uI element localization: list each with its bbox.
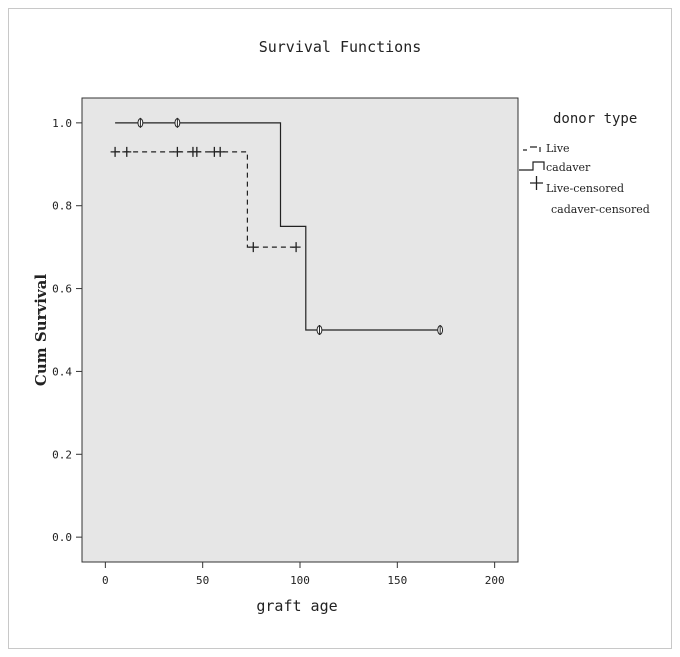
censor-mark-live bbox=[110, 146, 120, 157]
chart-title: Survival Functions bbox=[259, 38, 422, 56]
censor-mark-live bbox=[172, 146, 182, 157]
legend-entry-live-censored: Live-censored bbox=[546, 182, 624, 195]
censor-mark-live bbox=[215, 146, 225, 157]
y-axis: 0.0 0.2 0.4 0.6 0.8 1.0 bbox=[52, 117, 82, 544]
x-axis: 0 50 100 150 200 bbox=[102, 562, 505, 587]
y-tick-label: 0.8 bbox=[52, 200, 72, 213]
censor-mark-live bbox=[192, 146, 202, 157]
y-tick-label: 0.6 bbox=[52, 283, 72, 296]
survival-curves bbox=[110, 117, 444, 335]
censor-mark-live bbox=[122, 146, 132, 157]
y-tick-label: 1.0 bbox=[52, 117, 72, 130]
legend: donor type Live cadaver Live-censored ca… bbox=[519, 111, 650, 216]
censor-mark-live bbox=[248, 242, 258, 253]
y-tick-label: 0.0 bbox=[52, 531, 72, 544]
x-tick-label: 50 bbox=[196, 574, 209, 587]
legend-live-censored-swatch bbox=[530, 176, 543, 190]
censor-mark-live bbox=[291, 242, 301, 253]
x-tick-label: 100 bbox=[290, 574, 310, 587]
y-axis-label: Cum Survival bbox=[32, 274, 50, 386]
legend-cadaver-swatch bbox=[519, 161, 545, 171]
legend-live-swatch bbox=[523, 146, 541, 152]
legend-entry-live: Live bbox=[546, 142, 570, 155]
plot-area bbox=[81, 97, 519, 563]
y-tick-label: 0.2 bbox=[52, 448, 72, 461]
series-cadaver-line bbox=[115, 122, 441, 331]
legend-entry-cadaver: cadaver bbox=[546, 161, 591, 174]
legend-entry-cadaver-censored: cadaver-censored bbox=[551, 203, 650, 216]
x-tick-label: 150 bbox=[387, 574, 407, 587]
x-tick-label: 200 bbox=[485, 574, 505, 587]
x-axis-label: graft age bbox=[256, 597, 337, 615]
x-tick-label: 0 bbox=[102, 574, 109, 587]
y-tick-label: 0.4 bbox=[52, 365, 72, 378]
legend-title: donor type bbox=[553, 111, 637, 127]
